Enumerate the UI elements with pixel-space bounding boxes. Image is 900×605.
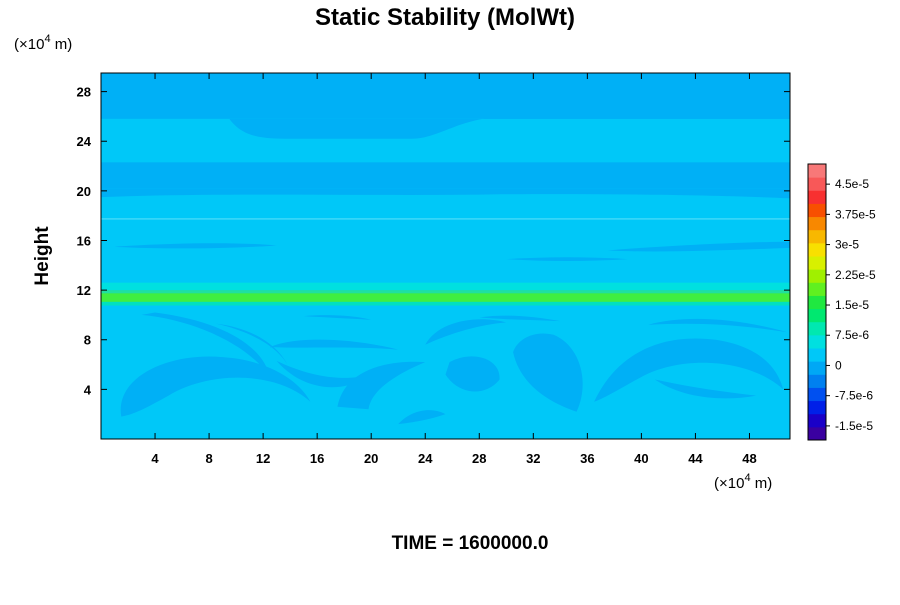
field-contour [114, 243, 277, 249]
x-tick-label: 32 [526, 451, 540, 466]
field-band [101, 188, 790, 283]
colorbar-swatch [808, 361, 826, 375]
field-contour [594, 338, 784, 402]
colorbar-swatch [808, 164, 826, 178]
colorbar-swatch [808, 282, 826, 296]
x-tick-label: 48 [742, 451, 756, 466]
y-axis: 4 8 12 16 20 24 28 [77, 85, 790, 397]
colorbar-swatch [808, 256, 826, 270]
colorbar-tick-label: 3e-5 [835, 238, 859, 252]
colorbar-swatch [808, 203, 826, 218]
colorbar-swatch [808, 387, 826, 402]
x-tick-label: 12 [256, 451, 270, 466]
colorbar-tick-label: 2.25e-5 [835, 268, 876, 282]
colorbar-swatch [808, 334, 826, 349]
field-band [101, 162, 790, 189]
colorbar-swatch [808, 400, 826, 415]
field [101, 73, 790, 439]
colorbar-swatch [808, 374, 826, 388]
colorbar-frame [807, 163, 827, 441]
colorbar-tick-label: 4.5e-5 [835, 177, 869, 191]
x-tick-label: 4 [151, 451, 159, 466]
colorbar-tick-label: 7.5e-6 [835, 328, 869, 342]
colorbar-tick-label: 1.5e-5 [835, 298, 869, 312]
y-tick-label: 4 [84, 382, 92, 397]
field-band [101, 282, 790, 291]
chart-title: Static Stability (MolWt) [315, 4, 575, 31]
field-contour [398, 410, 446, 425]
y-unit-label: (×104 m) [14, 33, 72, 53]
y-tick-label: 8 [84, 333, 91, 348]
colorbar-swatch [808, 308, 826, 323]
x-tick-label: 36 [580, 451, 594, 466]
colorbar-swatch [808, 295, 826, 310]
field-contour [101, 218, 790, 220]
field-contour [101, 188, 790, 199]
field-contour [425, 319, 507, 345]
field-band [101, 301, 790, 306]
x-tick-label: 8 [205, 451, 212, 466]
colorbar-tick-label: 0 [835, 358, 842, 372]
field-band [101, 293, 790, 302]
colorbar-swatch [808, 216, 826, 231]
field-contour [120, 356, 311, 417]
x-tick-label: 16 [310, 451, 324, 466]
x-tick-label: 20 [364, 451, 378, 466]
y-tick-label: 24 [77, 134, 92, 149]
colorbar-tick-label: 3.75e-5 [835, 207, 876, 221]
colorbar-swatch [808, 229, 826, 244]
plot-frame [100, 72, 791, 440]
colorbar-swatch [808, 269, 826, 283]
colorbar: 4.5e-5 3.75e-5 3e-5 2.25e-5 1.5e-5 7.5e-6 0 -7.… [807, 163, 876, 441]
field-contour [269, 339, 399, 350]
colorbar-swatch [808, 413, 826, 428]
field-contour [141, 312, 270, 377]
y-tick-label: 16 [77, 233, 91, 248]
colorbar-tick-label: -1.5e-5 [835, 419, 873, 433]
field-contour [337, 361, 426, 410]
plot-area [100, 72, 791, 440]
field-contour [506, 257, 628, 261]
x-unit-label: (×104 m) [714, 472, 772, 492]
field-contour [303, 315, 372, 320]
x-tick-label: 28 [472, 451, 486, 466]
field-contour [276, 360, 372, 388]
colorbar-swatch [808, 426, 826, 441]
field-band [101, 305, 790, 313]
field-band [101, 290, 790, 294]
colorbar-tick-label: -7.5e-6 [835, 389, 873, 403]
y-tick-label: 12 [77, 283, 91, 298]
x-tick-label: 24 [418, 451, 433, 466]
x-tick-label: 40 [634, 451, 648, 466]
field-contour [101, 116, 790, 139]
colorbar-swatch [808, 177, 826, 191]
y-tick-label: 20 [77, 184, 91, 199]
colorbar-swatch [808, 321, 826, 336]
colorbar-swatch [808, 190, 826, 204]
x-tick-label: 44 [688, 451, 703, 466]
field-contour [513, 333, 583, 412]
field-contour [607, 241, 790, 252]
time-label: TIME = 1600000.0 [392, 533, 549, 554]
field-contour [654, 379, 757, 399]
colorbar-swatch [808, 242, 826, 257]
y-tick-label: 28 [77, 85, 91, 100]
colorbar-swatch [808, 348, 826, 362]
field-contour [479, 315, 561, 322]
field-contour [445, 356, 500, 392]
field-contour [648, 318, 788, 333]
y-axis-label: Height [32, 226, 53, 286]
field-band [101, 73, 790, 119]
x-axis: 4 8 12 16 20 24 28 32 36 40 44 48 [151, 73, 757, 466]
